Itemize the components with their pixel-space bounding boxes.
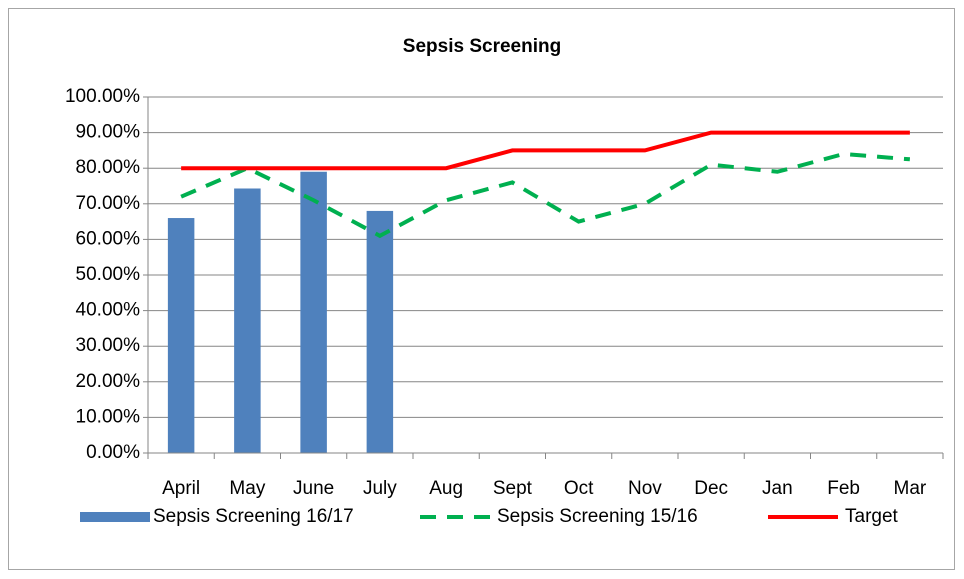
y-tick-label: 90.00% bbox=[76, 122, 141, 143]
chart-title: Sepsis Screening bbox=[403, 36, 561, 57]
bar bbox=[366, 210, 394, 453]
chart-border bbox=[8, 8, 955, 570]
legend-label: Sepsis Screening 16/17 bbox=[153, 506, 354, 527]
y-tick-label: 10.00% bbox=[76, 406, 141, 427]
x-tick-label: May bbox=[229, 478, 265, 499]
x-tick-label: Feb bbox=[827, 478, 860, 499]
y-tick-label: 40.00% bbox=[76, 300, 141, 321]
y-tick-label: 60.00% bbox=[76, 228, 141, 249]
y-tick-label: 50.00% bbox=[76, 264, 141, 285]
legend-label: Sepsis Screening 15/16 bbox=[497, 506, 698, 527]
x-tick-label: June bbox=[293, 478, 334, 499]
y-tick-label: 0.00% bbox=[86, 442, 140, 463]
x-tick-label: Oct bbox=[564, 478, 594, 499]
x-tick-label: Jan bbox=[762, 478, 793, 499]
bar bbox=[300, 171, 327, 453]
x-tick-label: Dec bbox=[694, 478, 728, 499]
x-tick-label: Sept bbox=[493, 478, 533, 499]
x-tick-label: April bbox=[162, 478, 200, 499]
bar bbox=[234, 188, 261, 453]
y-tick-label: 100.00% bbox=[65, 86, 140, 107]
y-tick-label: 80.00% bbox=[76, 157, 141, 178]
legend-swatch bbox=[80, 512, 150, 522]
legend-label: Target bbox=[845, 506, 899, 527]
x-tick-label: Mar bbox=[894, 478, 927, 499]
x-tick-label: Nov bbox=[628, 478, 662, 499]
y-tick-label: 30.00% bbox=[76, 335, 141, 356]
x-tick-label: Aug bbox=[429, 478, 463, 499]
y-tick-label: 20.00% bbox=[76, 371, 141, 392]
line bbox=[181, 130, 910, 171]
y-tick-label: 70.00% bbox=[76, 193, 141, 214]
bar bbox=[167, 218, 195, 453]
x-tick-label: July bbox=[363, 478, 397, 499]
